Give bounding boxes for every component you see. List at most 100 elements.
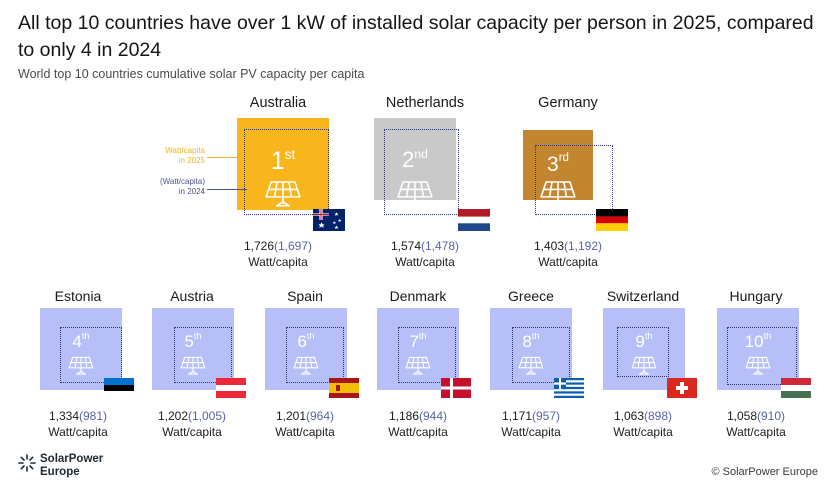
- rank-suffix: th: [531, 331, 540, 341]
- country-flag: [441, 378, 471, 398]
- value-2025: 1,403: [533, 239, 564, 253]
- country-name: Greece: [508, 288, 554, 304]
- capacity-2024-outline: [384, 129, 459, 215]
- solar-panel-icon: [180, 356, 206, 375]
- rank-number: 6: [297, 332, 307, 351]
- value-line: 1,574(1,478): [345, 238, 505, 254]
- legend-2024-line2: in 2024: [178, 187, 205, 196]
- austria-flag-icon: [216, 378, 246, 398]
- country-flag: [329, 378, 359, 398]
- country-flag: [667, 378, 697, 398]
- value-line: 1,058(910): [676, 408, 836, 424]
- country-flag: [781, 378, 811, 398]
- country-flag: [313, 209, 345, 231]
- value-line: 1,063(898): [563, 408, 723, 424]
- rank-suffix: th: [418, 331, 427, 341]
- value-label: 1,403(1,192) Watt/capita: [488, 238, 648, 270]
- rank-number: 10: [744, 332, 764, 351]
- capacity-2024-outline: [286, 327, 344, 383]
- legend-2025-leader: [207, 157, 237, 158]
- rank-suffix: th: [193, 331, 202, 341]
- panel-wrapper: [744, 356, 772, 381]
- solar-panel-icon: [397, 181, 433, 207]
- capacity-2025-square: [152, 308, 234, 390]
- value-line: 1,334(981): [0, 408, 158, 424]
- unit-label: Watt/capita: [538, 255, 598, 269]
- rank-label: 1st: [243, 147, 323, 174]
- unit-label: Watt/capita: [395, 255, 455, 269]
- value-label: 1,058(910) Watt/capita: [676, 408, 836, 440]
- estonia-flag-icon: [104, 378, 134, 398]
- value-2025: 1,058: [726, 409, 757, 423]
- capacity-2024-outline: [244, 129, 329, 215]
- country-name: Denmark: [389, 288, 447, 304]
- rank-label: 9th: [604, 331, 684, 351]
- unit-label: Watt/capita: [162, 425, 222, 439]
- capacity-2025-square: [377, 308, 459, 390]
- capacity-2024-outline: [512, 327, 570, 383]
- solar-panel-icon: [745, 356, 771, 375]
- legend-2025-line2: in 2025: [178, 156, 205, 165]
- country-flag: [216, 378, 246, 398]
- value-line: 1,202(1,005): [112, 408, 272, 424]
- unit-label: Watt/capita: [501, 425, 561, 439]
- rank-number: 7: [409, 332, 419, 351]
- value-label: 1,186(944) Watt/capita: [338, 408, 498, 440]
- value-2024: (1,478): [421, 239, 460, 253]
- rank-suffix: th: [306, 331, 315, 341]
- germany-flag-icon: [596, 209, 628, 231]
- solarpower-europe-logo: SolarPower Europe: [18, 452, 148, 484]
- value-label: 1,063(898) Watt/capita: [563, 408, 723, 440]
- value-label: 1,201(964) Watt/capita: [225, 408, 385, 440]
- capacity-2024-outline: [617, 327, 669, 377]
- chart-subtitle: World top 10 countries cumulative solar …: [18, 67, 365, 81]
- panel-wrapper: [67, 356, 95, 381]
- rank-label: 8th: [491, 331, 571, 351]
- panel-wrapper: [630, 356, 658, 381]
- legend-2024: (Watt/capita) in 2024: [142, 177, 205, 197]
- country-name: Australia: [249, 95, 307, 111]
- value-line: 1,201(964): [225, 408, 385, 424]
- country-flag: [596, 209, 628, 231]
- hungary-flag-icon: [781, 378, 811, 398]
- capacity-2024-outline: [60, 327, 122, 383]
- value-2025: 1,202: [157, 409, 188, 423]
- legend-2025-line1: Watt/capita: [165, 146, 205, 155]
- rank-suffix: st: [284, 147, 296, 162]
- switzerland-flag-icon: [667, 378, 697, 398]
- sun-logo-icon: [18, 454, 36, 472]
- unit-label: Watt/capita: [726, 425, 786, 439]
- spain-flag-icon: [329, 378, 359, 398]
- value-line: 1,403(1,192): [488, 238, 648, 254]
- value-2025: 1,726: [243, 239, 274, 253]
- capacity-2024-outline: [535, 145, 613, 215]
- capacity-2024-outline: [727, 327, 797, 385]
- value-2025: 1,574: [390, 239, 421, 253]
- rank-label: 2nd: [375, 147, 455, 171]
- country-name: Hungary: [729, 288, 783, 304]
- country-name: Netherlands: [385, 95, 465, 111]
- value-2025: 1,201: [275, 409, 306, 423]
- country-flag: [104, 378, 134, 398]
- country-name: Germany: [538, 95, 598, 111]
- value-2025: 1,063: [613, 409, 644, 423]
- rank-number: 3: [547, 153, 559, 176]
- capacity-2025-square: [490, 308, 572, 390]
- panel-wrapper: [292, 356, 320, 381]
- rank-label: 7th: [378, 331, 458, 351]
- rank-number: 8: [522, 332, 532, 351]
- unit-label: Watt/capita: [48, 425, 108, 439]
- rank-number: 9: [635, 332, 645, 351]
- logo-text: SolarPower Europe: [40, 453, 103, 479]
- greece-flag-icon: [554, 378, 584, 398]
- legend-2024-line1: (Watt/capita): [159, 177, 205, 186]
- capacity-2025-square: [717, 308, 799, 390]
- rank-label: 5th: [153, 331, 233, 350]
- panel-wrapper: [395, 180, 435, 214]
- capacity-2025-square: [40, 308, 122, 390]
- value-line: 1,171(957): [451, 408, 611, 424]
- rank-suffix: nd: [414, 147, 428, 161]
- panel-wrapper: [517, 356, 545, 381]
- value-line: 1,186(944): [338, 408, 498, 424]
- solar-panel-icon: [540, 181, 576, 207]
